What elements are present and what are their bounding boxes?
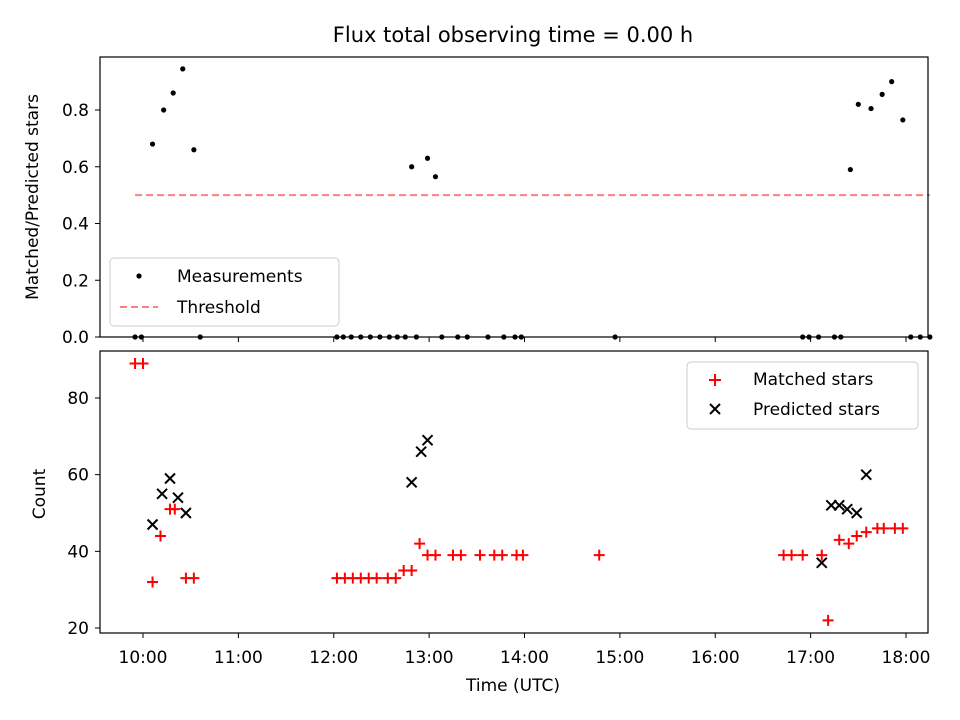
measurement-point: [409, 164, 415, 170]
bottom-y-tick-label: 60: [67, 466, 89, 486]
matched-star-point: [429, 549, 441, 561]
bottom-y-tick-label: 80: [67, 389, 89, 409]
top-y-tick-label: 0.2: [62, 271, 89, 291]
predicted-star-point: [833, 499, 845, 512]
predicted-star-point: [180, 507, 192, 519]
top-panel: 0.00.20.40.60.8 Matched/Predicted stars …: [23, 56, 933, 348]
predicted-star-point: [415, 445, 427, 458]
matched-star-point: [851, 530, 863, 542]
matched-star-point: [455, 549, 467, 561]
matched-star-point: [496, 549, 508, 561]
legend-label-threshold: Threshold: [176, 298, 261, 318]
measurement-point: [847, 166, 853, 173]
top-y-axis: 0.0 0.2 0.4 0.6 0.8: [62, 101, 100, 348]
top-plot-frame: [99, 56, 929, 338]
predicted-star-point: [841, 503, 853, 515]
matched-star-point: [860, 526, 872, 538]
matched-star-point: [797, 549, 809, 561]
matched-star-point: [474, 549, 486, 561]
matched-star-point: [147, 576, 159, 588]
top-legend-box: [109, 257, 340, 327]
legend-label-matched: Matched stars: [753, 370, 873, 390]
bottom-y-tick-label: 20: [67, 619, 89, 639]
x-tick-label: 18:00: [882, 648, 931, 668]
measurement-point: [191, 147, 197, 153]
matched-star-point: [897, 522, 909, 534]
top-y-tick-label: 0.6: [62, 158, 89, 178]
matched-star-point: [843, 538, 855, 550]
measurement-point: [170, 90, 176, 96]
legend-label-predicted: Predicted stars: [753, 400, 880, 420]
legend-marker-measurements: [136, 273, 142, 279]
predicted-star-points: [146, 434, 872, 569]
matched-star-point: [414, 538, 426, 550]
matched-star-point: [786, 549, 798, 561]
matched-star-point: [169, 503, 181, 515]
top-legend: Measurements Threshold: [109, 257, 340, 327]
matched-star-point: [593, 549, 605, 561]
top-y-axis-label: Matched/Predicted stars: [23, 94, 43, 300]
measurement-point: [149, 141, 156, 147]
measurement-point: [879, 91, 885, 97]
measurement-point: [889, 79, 895, 85]
x-tick-label: 15:00: [595, 648, 644, 668]
x-tick-label: 11:00: [214, 648, 263, 668]
predicted-star-point: [860, 468, 872, 481]
x-tick-label: 13:00: [405, 648, 454, 668]
chart-title: Flux total observing time = 0.00 h: [333, 23, 693, 47]
bottom-plot-frame: [99, 350, 929, 634]
matched-star-point: [878, 522, 890, 534]
matched-star-point: [406, 565, 418, 576]
bottom-legend: Matched stars Predicted stars: [686, 361, 919, 430]
predicted-star-point: [405, 476, 418, 489]
bottom-y-tick-label: 40: [67, 542, 89, 562]
measurement-point: [868, 105, 874, 112]
legend-label-measurements: Measurements: [177, 267, 303, 287]
predicted-star-point: [816, 557, 828, 569]
measurement-point: [900, 117, 906, 123]
predicted-star-point: [146, 518, 159, 531]
matched-star-point: [154, 530, 166, 542]
matched-star-point: [517, 549, 529, 561]
predicted-star-point: [172, 491, 184, 504]
measurement-point: [432, 174, 439, 180]
top-y-tick-label: 0.0: [62, 328, 89, 348]
x-tick-label: 10:00: [119, 648, 168, 668]
predicted-star-point: [421, 434, 434, 446]
legend-marker-matched: [709, 374, 721, 386]
matched-star-point: [371, 572, 383, 584]
bottom-y-axis: 20 40 60 80: [67, 389, 100, 639]
matched-star-point: [833, 534, 845, 546]
top-y-tick-label: 0.4: [62, 215, 89, 235]
predicted-star-point: [164, 472, 176, 485]
predicted-star-point: [851, 507, 863, 519]
bottom-x-axis: 10:00 11:00 12:00 13:00 14:00 15:00 16:00 17:00…: [119, 633, 931, 668]
matched-star-point: [816, 549, 828, 561]
measurement-point: [424, 155, 431, 161]
x-tick-label: 16:00: [691, 648, 740, 668]
top-x-ticks: [142, 337, 907, 342]
measurement-point: [180, 66, 186, 72]
x-tick-label: 14:00: [500, 648, 549, 668]
measurement-point: [855, 101, 861, 107]
matched-star-point: [390, 572, 402, 584]
x-tick-label: 17:00: [786, 648, 835, 668]
bottom-legend-box: [686, 361, 919, 430]
x-tick-label: 12:00: [309, 648, 358, 668]
legend-marker-predicted: [709, 403, 721, 415]
x-axis-label: Time (UTC): [465, 676, 560, 696]
top-y-tick-label: 0.8: [62, 101, 89, 121]
matched-star-point: [822, 614, 834, 626]
matched-star-point: [188, 572, 200, 584]
matched-star-points: [129, 358, 909, 626]
predicted-star-point: [156, 488, 168, 500]
matched-star-point: [137, 358, 149, 369]
measurement-point: [161, 107, 167, 113]
bottom-y-axis-label: Count: [30, 468, 50, 519]
